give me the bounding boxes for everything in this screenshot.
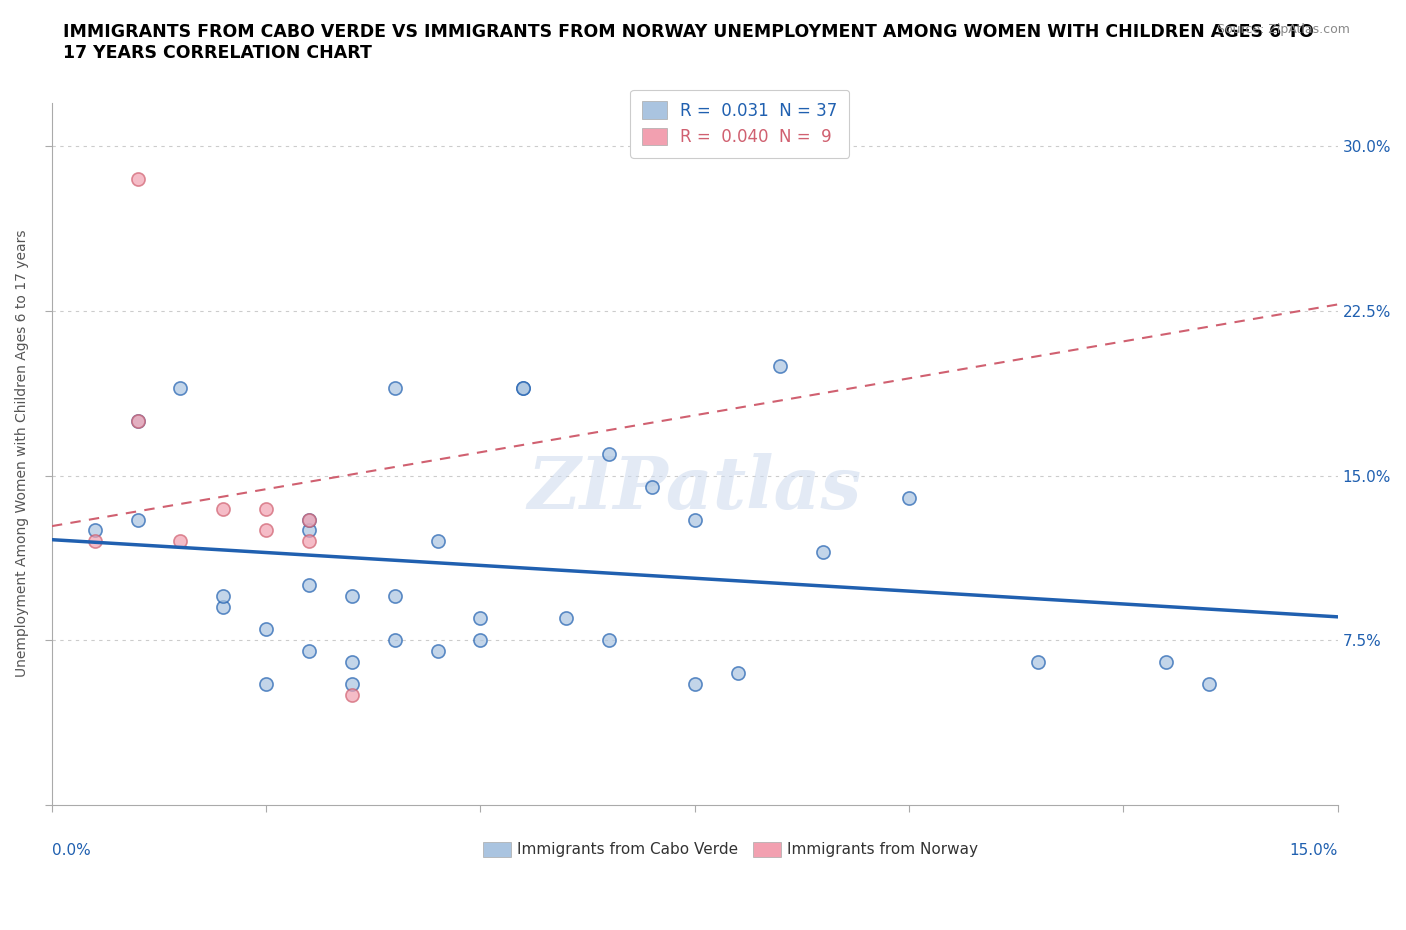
Point [813,545,835,560]
Point [169,380,191,395]
Y-axis label: Unemployment Among Women with Children Ages 6 to 17 years: Unemployment Among Women with Children A… [15,230,30,677]
Point [83,534,105,549]
Point [641,479,664,494]
Point [127,413,149,428]
Text: Immigrants from Norway: Immigrants from Norway [787,842,979,857]
Legend: R =  0.031  N = 37, R =  0.040  N =  9: R = 0.031 N = 37, R = 0.040 N = 9 [630,90,849,158]
Point [769,358,792,373]
Point [727,666,749,681]
Text: ZIPatlas: ZIPatlas [527,453,862,525]
Point [83,523,105,538]
Point [426,644,449,658]
Point [683,512,706,527]
Point [598,632,620,647]
Point [470,611,492,626]
Point [426,534,449,549]
Point [1198,677,1220,692]
Point [340,687,363,702]
FancyBboxPatch shape [482,842,510,857]
Point [340,589,363,604]
Point [470,632,492,647]
Point [898,490,921,505]
Point [555,611,578,626]
Point [254,523,277,538]
Text: Immigrants from Cabo Verde: Immigrants from Cabo Verde [517,842,738,857]
Point [298,534,321,549]
Point [340,677,363,692]
Point [254,622,277,637]
Point [169,534,191,549]
Point [340,655,363,670]
Point [298,578,321,592]
Text: Source: ZipAtlas.com: Source: ZipAtlas.com [1216,23,1350,36]
Point [298,512,321,527]
Point [384,632,406,647]
Point [127,512,149,527]
Point [1154,655,1177,670]
FancyBboxPatch shape [752,842,780,857]
Point [384,380,406,395]
Point [212,501,235,516]
Point [298,523,321,538]
Text: IMMIGRANTS FROM CABO VERDE VS IMMIGRANTS FROM NORWAY UNEMPLOYMENT AMONG WOMEN WI: IMMIGRANTS FROM CABO VERDE VS IMMIGRANTS… [63,23,1315,62]
Point [127,172,149,187]
Point [298,644,321,658]
Point [512,380,534,395]
Point [254,677,277,692]
Point [683,677,706,692]
Point [1026,655,1049,670]
Point [298,512,321,527]
Point [254,501,277,516]
Text: 15.0%: 15.0% [1289,844,1337,858]
Point [384,589,406,604]
Point [212,600,235,615]
Point [598,446,620,461]
Point [127,413,149,428]
Text: 0.0%: 0.0% [52,844,90,858]
Point [512,380,534,395]
Point [212,589,235,604]
